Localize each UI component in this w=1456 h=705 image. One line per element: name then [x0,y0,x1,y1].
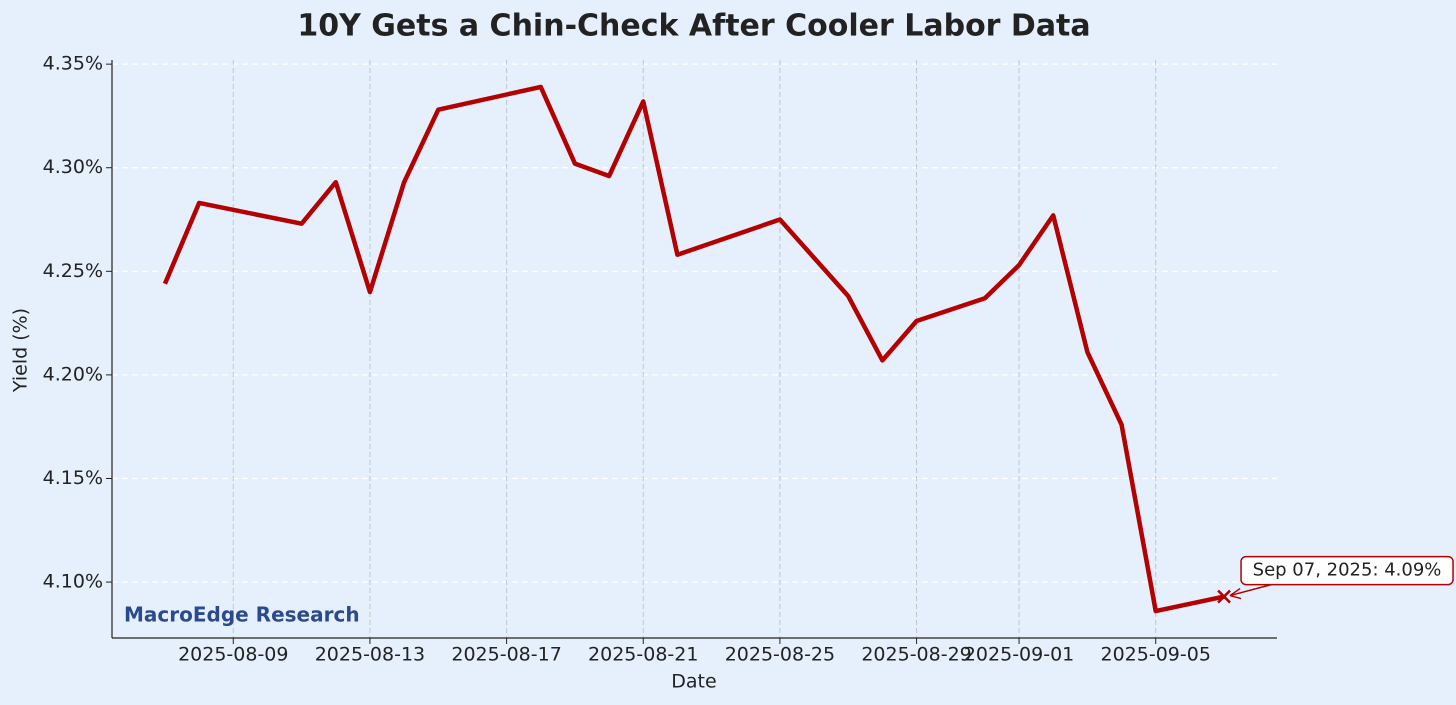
x-tick-label: 2025-08-09 [178,644,288,666]
y-tick-label: 4.10% [43,571,103,593]
y-tick-label: 4.15% [43,467,103,489]
x-tick-label: 2025-09-01 [964,644,1074,666]
data-line [162,84,1225,614]
chart-title: 10Y Gets a Chin-Check After Cooler Labor… [297,9,1090,44]
annotation-text: Sep 07, 2025: 4.09% [1253,560,1442,581]
y-tick-label: 4.25% [43,260,103,282]
annotation-box [1240,555,1454,586]
y-tick-label: 4.20% [43,363,103,385]
x-tick-label: 2025-08-25 [725,644,835,666]
x-tick-label: 2025-09-05 [1101,644,1211,666]
x-tick-label: 2025-08-29 [861,644,971,666]
x-axis-label: Date [671,671,716,693]
y-tick-label: 4.35% [43,53,103,75]
y-axis-label: Yield (%) [10,308,32,393]
annotation-marker [1217,589,1231,604]
x-tick-label: 2025-08-21 [588,644,698,666]
watermark: MacroEdge Research [124,603,360,627]
x-tick-label: 2025-08-17 [451,644,561,666]
annotation-arrowhead [1229,587,1242,600]
y-tick-label: 4.30% [43,156,103,178]
x-tick-label: 2025-08-13 [315,644,425,666]
